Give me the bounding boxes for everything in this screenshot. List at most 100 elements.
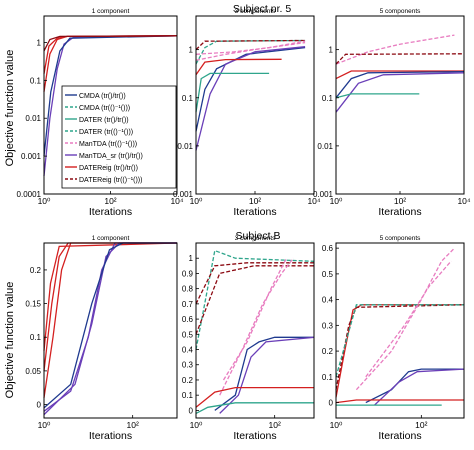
series-line [195,46,306,151]
legend-entry: DATEReig (tr(()⁻¹())) [79,177,142,184]
x-axis-label: Iterations [378,430,421,442]
x-tick-label: 10² [415,420,427,430]
x-tick-label: 10⁰ [330,420,343,430]
legend-entry: DATER (tr(()⁻¹())) [79,129,133,136]
y-tick-label: 0.001 [173,190,194,199]
series-line [43,35,178,157]
x-tick-label: 10² [269,420,281,430]
series-line [335,304,464,398]
series-line [195,72,270,113]
x-axis-label: Iterations [378,206,421,218]
x-axis-label: Iterations [89,206,132,218]
chart-panel-5: 3 components 10⁰ 10² 0 0.1 0.2 0.3 0.4 0.5 0.6 0.7… [182,235,315,442]
y-tick-label: 0.1 [322,373,334,382]
y-tick-label: 1 [189,46,194,55]
y-tick-label: 0.4 [322,296,334,305]
x-tick-label: 10² [249,196,261,206]
series-line [195,262,314,305]
panel-title: 3 components [235,8,277,15]
y-tick-label: 0.001 [313,190,334,199]
series-line [195,40,306,55]
series-line [335,304,465,390]
x-tick-label: 10⁰ [330,196,343,206]
series-line [219,257,294,396]
y-tick-label: 0.6 [182,315,194,324]
y-tick-label: 0.01 [317,142,333,151]
plot-frame [335,242,465,419]
series-line [43,242,177,416]
panel-title: 1 component [92,8,130,15]
series-line [195,265,314,335]
y-tick-label: 0.15 [25,300,41,309]
series-line [195,402,314,414]
y-tick-label: 0.5 [182,330,194,339]
y-tick-label: 0 [37,401,42,410]
x-axis-label: Iterations [89,430,132,442]
plot-frame [195,15,315,195]
y-tick-label: 0.9 [182,269,194,278]
y-tick-label: 0.001 [21,152,42,161]
series-line [355,247,455,391]
y-tick-label: 0.3 [322,321,334,330]
x-tick-label: 10⁰ [38,420,51,430]
series-line [43,242,177,398]
y-tick-label: 1 [189,254,194,263]
x-tick-label: 10⁴ [307,196,320,206]
legend-entry: ManTDA_sr (tr()/tr()) [79,153,143,160]
y-tick-label: 0.3 [182,361,194,370]
y-tick-label: 0.1 [182,391,194,400]
chart-panel-3: 5 components 10⁰ 10² 10⁴ 0.001 0.01 0.1 1 Iterat… [313,8,471,218]
chart-panel-6: 5 components 10⁰ 10² 0 0.1 0.2 0.3 0.4 0.5 0.6 Ite… [322,235,465,442]
y-tick-label: 0.2 [182,376,194,385]
x-axis-label: Iterations [233,430,276,442]
y-axis-label-top: Objective function value [4,50,16,167]
series-line [219,336,315,414]
legend-box [61,85,177,189]
panel-title: 1 component [92,235,130,242]
y-tick-label: 0.01 [25,114,41,123]
y-tick-label: 0.1 [182,94,194,103]
x-tick-label: 10⁰ [38,196,51,206]
chart-panel-4: 1 component 10⁰ 10² 0 0.05 0.1 0.15 0.2 Iteratio… [25,235,178,442]
legend-entry: DATER (tr()/tr()) [79,117,129,124]
legend-entry: DATEReig (tr()/tr()) [79,165,138,172]
x-tick-label: 10⁴ [457,196,470,206]
series-line [335,53,465,65]
y-tick-label: 0.1 [30,76,42,85]
x-tick-label: 10⁴ [170,196,183,206]
y-tick-label: 0.0001 [17,190,42,199]
series-line [335,70,465,99]
y-tick-label: 0 [329,399,334,408]
group-title-subject-5: Subject nr. 5 [233,3,292,15]
y-tick-label: 0.01 [177,142,193,151]
series-line [43,242,178,351]
plot-frame [195,242,315,419]
series-line [195,39,306,65]
x-tick-label: 10² [127,420,139,430]
y-tick-label: 0.6 [322,244,334,253]
legend-entry: CMDA (tr(()⁻¹())) [79,105,130,112]
y-tick-label: 0.5 [322,270,334,279]
series-line [195,386,314,408]
y-tick-label: 0.2 [30,266,42,275]
y-axis-label-bottom: Objective function value [4,282,16,399]
series-line [195,39,306,51]
chart-panel-1: 1 component 10⁰ 10² 10⁴ 0.0001 0.001 0.01 0.1 1 I… [17,8,184,218]
series-line [195,41,306,61]
series-line [43,35,178,52]
x-tick-label: 10⁰ [190,196,203,206]
y-tick-label: 0.8 [182,285,194,294]
series-line [43,242,177,409]
series-line [335,34,455,65]
x-axis-label: Iterations [233,206,276,218]
plot-frame [43,242,178,419]
plot-frame [335,15,465,195]
y-tick-label: 1 [37,38,42,47]
panel-title: 3 components [235,235,277,242]
panel-title: 5 components [380,8,422,15]
series-line [222,257,288,381]
series-line [335,304,464,377]
series-line [335,93,420,99]
